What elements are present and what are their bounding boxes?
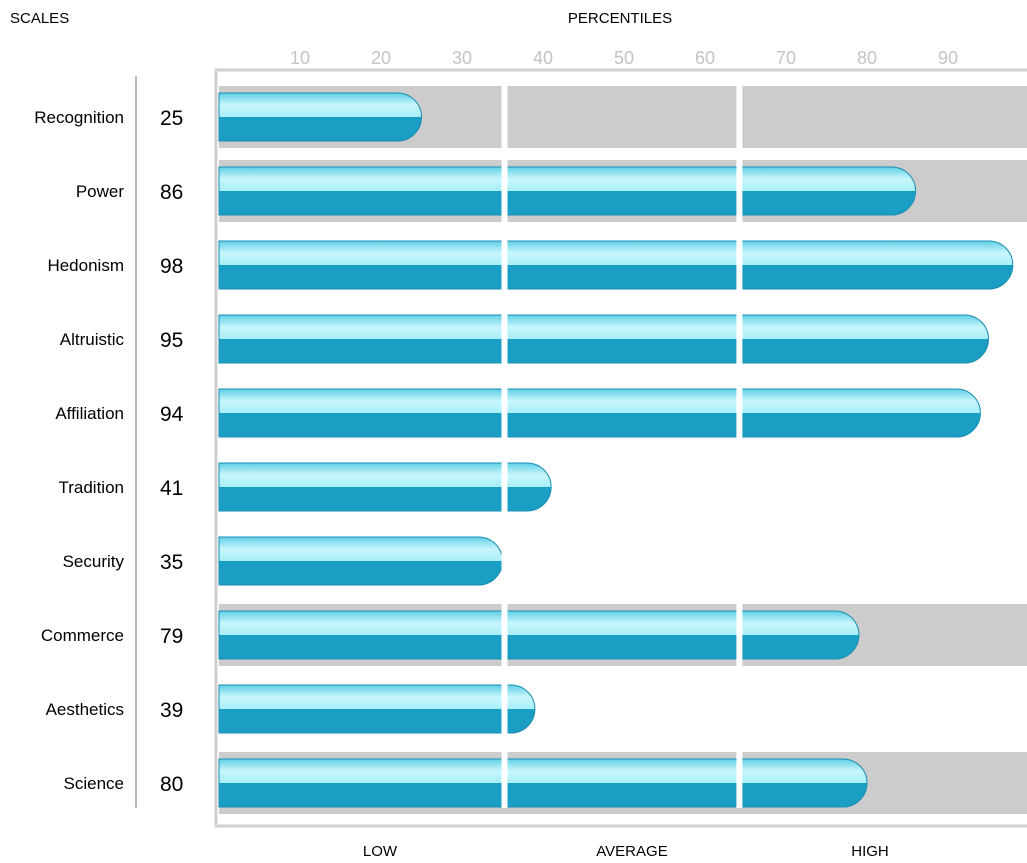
scale-label: Aesthetics	[46, 700, 124, 719]
percentiles-header: PERCENTILES	[568, 10, 672, 27]
score-label: 35	[160, 551, 183, 574]
scale-label: Tradition	[58, 478, 124, 497]
scale-label: Power	[76, 182, 125, 201]
band-labels: LOW AVERAGE HIGH	[363, 843, 889, 860]
score-label: 86	[160, 181, 183, 204]
tick-label: 30	[452, 48, 472, 68]
scales-header: SCALES	[10, 10, 69, 27]
bar-affiliation	[218, 388, 981, 438]
bar-aesthetics	[218, 684, 536, 734]
tick-label: 60	[695, 48, 715, 68]
scale-label: Altruistic	[60, 330, 125, 349]
scale-label: Affiliation	[55, 404, 124, 423]
tick-label: 40	[533, 48, 553, 68]
bar-science	[218, 758, 868, 808]
score-label: 95	[160, 329, 183, 352]
tick-label: 50	[614, 48, 634, 68]
score-label: 79	[160, 625, 183, 648]
tick-label: 90	[938, 48, 958, 68]
bar-altruistic	[218, 314, 989, 364]
plot-area	[214, 68, 1027, 828]
bar-tradition	[218, 462, 552, 512]
plot-frame	[214, 68, 1027, 828]
score-label: 98	[160, 255, 183, 278]
band-label-high: HIGH	[851, 843, 889, 860]
score-label: 80	[160, 773, 183, 796]
scale-label: Security	[63, 552, 125, 571]
tick-label: 80	[857, 48, 877, 68]
bar-security	[218, 536, 503, 586]
percentile-ticks: 10 20 30 40 50 60 70 80 90	[290, 48, 958, 68]
band-label-low: LOW	[363, 843, 398, 860]
scale-label: Hedonism	[47, 256, 124, 275]
score-label: 25	[160, 107, 183, 130]
bar-hedonism	[218, 240, 1014, 290]
scale-label: Science	[64, 774, 124, 793]
bar-commerce	[218, 610, 860, 660]
score-label: 39	[160, 699, 183, 722]
scale-rows: Recognition 25 Power 86 Hedonism 98 Altruistic…	[34, 76, 184, 808]
scale-label: Commerce	[41, 626, 124, 645]
score-label: 41	[160, 477, 183, 500]
score-label: 94	[160, 403, 184, 426]
tick-label: 20	[371, 48, 391, 68]
scale-label: Recognition	[34, 108, 124, 127]
bar-recognition	[218, 92, 422, 142]
band-label-average: AVERAGE	[596, 843, 667, 860]
bar-power	[218, 166, 917, 216]
tick-label: 10	[290, 48, 310, 68]
tick-label: 70	[776, 48, 796, 68]
